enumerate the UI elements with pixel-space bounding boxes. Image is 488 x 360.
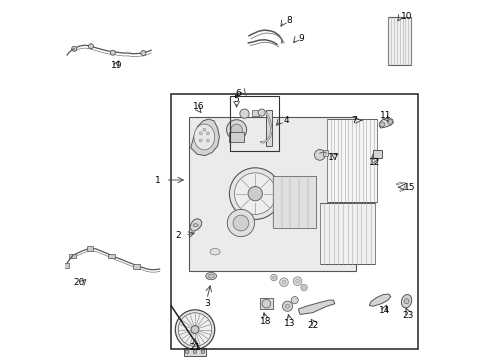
Circle shape: [185, 350, 188, 354]
Bar: [229, 132, 244, 142]
Bar: [108, 254, 115, 258]
Circle shape: [403, 299, 408, 304]
Text: 5: 5: [233, 95, 239, 104]
Circle shape: [387, 120, 392, 125]
Circle shape: [199, 139, 202, 142]
Circle shape: [302, 286, 305, 289]
Text: 22: 22: [307, 321, 318, 330]
Text: 23: 23: [402, 311, 413, 320]
Text: 13: 13: [284, 319, 295, 328]
Bar: [387, 17, 410, 65]
Ellipse shape: [210, 248, 220, 255]
Circle shape: [229, 168, 281, 220]
Circle shape: [314, 149, 325, 160]
Ellipse shape: [193, 224, 198, 226]
Text: 9: 9: [298, 34, 304, 43]
Polygon shape: [298, 300, 334, 315]
Bar: [251, 110, 258, 116]
Circle shape: [272, 276, 275, 279]
Circle shape: [191, 325, 199, 333]
Ellipse shape: [194, 124, 214, 150]
Circle shape: [193, 350, 196, 354]
Bar: [273, 176, 316, 228]
Circle shape: [201, 350, 204, 354]
Text: 16: 16: [192, 102, 203, 111]
Bar: [171, 94, 418, 348]
Circle shape: [178, 313, 211, 346]
Text: 12: 12: [368, 158, 379, 167]
Polygon shape: [379, 118, 392, 128]
Circle shape: [141, 50, 145, 55]
Circle shape: [300, 284, 306, 291]
Ellipse shape: [207, 274, 214, 278]
Circle shape: [379, 122, 384, 127]
Circle shape: [239, 109, 249, 118]
Bar: [265, 110, 272, 146]
Bar: [326, 119, 376, 202]
Circle shape: [279, 278, 287, 287]
Bar: [322, 150, 328, 156]
Circle shape: [295, 279, 299, 283]
Text: 8: 8: [286, 16, 292, 25]
Polygon shape: [368, 294, 390, 306]
Circle shape: [175, 310, 214, 349]
Circle shape: [293, 277, 301, 285]
Circle shape: [290, 297, 298, 304]
Text: 6: 6: [235, 89, 241, 98]
Bar: [319, 203, 375, 264]
Text: 15: 15: [403, 183, 415, 192]
Circle shape: [206, 132, 209, 135]
Polygon shape: [190, 119, 219, 156]
Text: 1: 1: [154, 176, 160, 185]
Ellipse shape: [401, 294, 411, 308]
Text: 10: 10: [400, 12, 411, 21]
Circle shape: [226, 120, 246, 140]
Circle shape: [270, 274, 277, 281]
Bar: [62, 263, 69, 268]
Ellipse shape: [205, 273, 216, 280]
Bar: [188, 117, 355, 271]
Circle shape: [88, 44, 93, 49]
Text: 14: 14: [379, 306, 390, 315]
Circle shape: [199, 132, 202, 135]
Bar: [69, 253, 76, 258]
Bar: [372, 149, 381, 158]
Circle shape: [282, 301, 292, 311]
Circle shape: [72, 46, 77, 51]
Circle shape: [258, 109, 265, 116]
Circle shape: [234, 173, 276, 215]
Text: 4: 4: [283, 116, 288, 125]
Circle shape: [206, 139, 209, 142]
Text: 3: 3: [203, 299, 209, 308]
Circle shape: [247, 186, 262, 201]
Text: 7: 7: [351, 116, 357, 125]
Bar: [260, 298, 272, 309]
Circle shape: [227, 210, 254, 237]
Text: 2: 2: [175, 231, 181, 240]
Circle shape: [262, 300, 270, 308]
Circle shape: [203, 129, 205, 131]
Circle shape: [285, 304, 289, 309]
Text: 19: 19: [111, 62, 122, 71]
Polygon shape: [190, 219, 202, 231]
Bar: [133, 264, 140, 269]
Text: 11: 11: [380, 111, 391, 120]
Bar: [183, 348, 206, 356]
Text: 17: 17: [327, 153, 339, 162]
Circle shape: [233, 215, 248, 231]
Circle shape: [230, 124, 242, 135]
Circle shape: [110, 50, 115, 55]
Text: 21: 21: [189, 343, 200, 352]
Bar: [230, 96, 278, 151]
Circle shape: [282, 280, 285, 284]
Bar: [86, 246, 93, 251]
Text: 20: 20: [74, 278, 85, 287]
Text: 18: 18: [259, 317, 270, 326]
